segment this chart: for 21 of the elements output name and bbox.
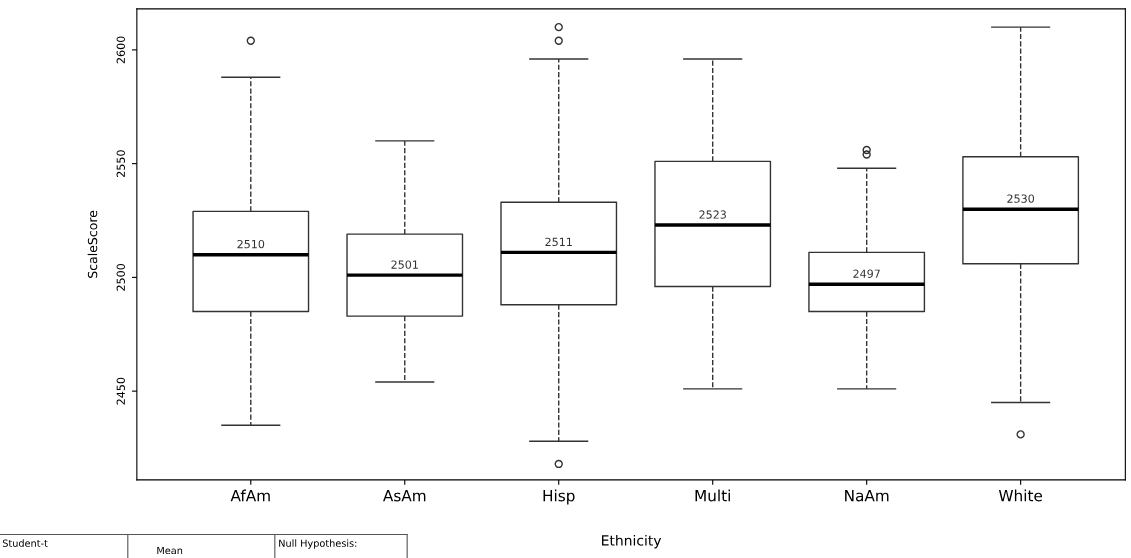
y-axis-title: ScaleScore xyxy=(87,210,98,278)
text: 2510 xyxy=(237,239,265,249)
text: Student-t xyxy=(2,539,48,547)
text: 2530 xyxy=(1007,194,1035,203)
x-tick-label: NaAm xyxy=(845,490,889,502)
text: Mean xyxy=(157,546,183,555)
text: 2523 xyxy=(699,210,726,219)
x-tick-label: Hisp xyxy=(543,489,575,505)
x-axis-title: Ethnicity xyxy=(602,534,662,549)
x-tick-label: Multi xyxy=(695,489,730,502)
text: 2501 xyxy=(391,260,418,269)
x-tick-label: White xyxy=(998,489,1043,502)
x-tick-label: AsAm xyxy=(383,490,426,502)
y-tick-label: 2450 xyxy=(116,377,125,405)
y-tick-label: 2550 xyxy=(116,150,125,177)
text: Null Hypothesis: xyxy=(279,539,357,549)
y-tick-label: 2600 xyxy=(116,36,125,64)
x-tick-label: AfAm xyxy=(230,489,270,502)
text: 2511 xyxy=(545,237,572,247)
y-tick-label: 2500 xyxy=(116,263,125,291)
text: 2497 xyxy=(853,269,880,278)
